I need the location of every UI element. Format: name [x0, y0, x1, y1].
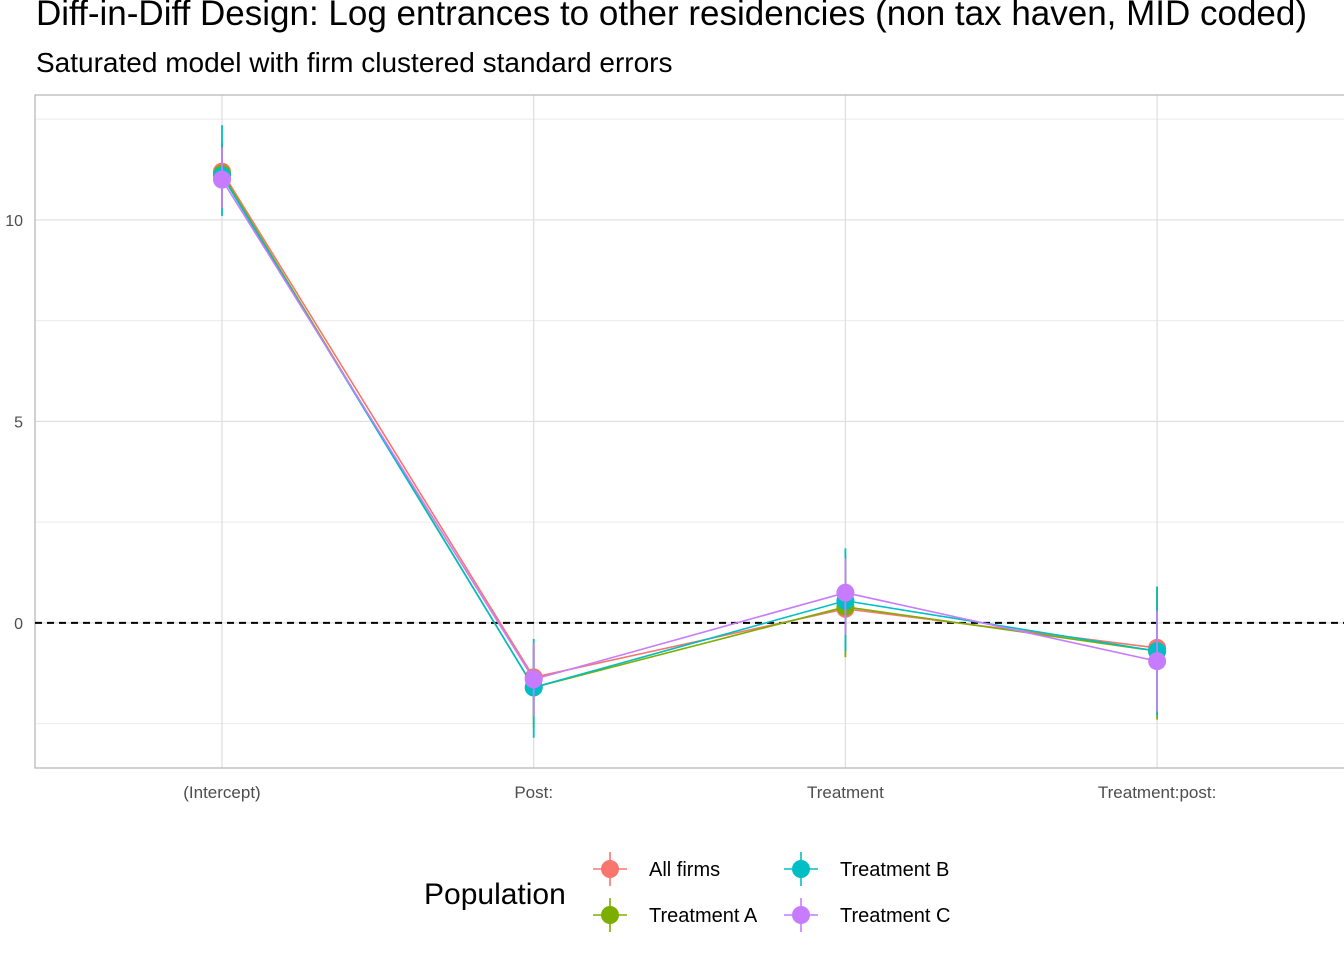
x-tick-label: Post:: [514, 783, 553, 802]
y-tick-label: 10: [5, 213, 23, 230]
data-point: [213, 170, 231, 189]
x-tick-label: Treatment:post:: [1098, 783, 1216, 802]
legend-key-point: [601, 860, 619, 878]
legend-label: Treatment B: [840, 859, 949, 881]
x-tick-label: Treatment: [807, 783, 884, 802]
legend-key-point: [792, 860, 810, 878]
series-line: [221, 179, 1158, 681]
series-line: [221, 173, 1158, 689]
legend-key-treatment-c: [784, 898, 818, 932]
series-line: [221, 175, 1158, 689]
legend-key-point: [792, 906, 810, 924]
legend-title: Population: [424, 878, 566, 911]
series-line: [221, 171, 1158, 679]
data-point: [836, 583, 855, 602]
chart-subtitle: Saturated model with firm clustered stan…: [36, 47, 673, 78]
x-tick-label: (Intercept): [183, 783, 260, 802]
data-point: [524, 670, 543, 689]
axis-labels: 0 5 10 (Intercept) Post: Treatment Treatment:p…: [5, 213, 1216, 802]
legend-key-point: [601, 906, 619, 924]
series-treatment-a: [213, 143, 1167, 728]
chart-title: Diff-in-Diff Design: Log entrances to ot…: [36, 0, 1308, 33]
y-tick-label: 0: [14, 616, 23, 633]
y-tick-label: 5: [14, 414, 23, 431]
plot-panel-border: [34, 94, 1344, 769]
legend: Population All firms Treatment A Treatment …: [424, 852, 950, 932]
legend-key-treatment-a: [593, 898, 627, 932]
legend-key-all-firms: [593, 852, 627, 886]
series-treatment-c: [213, 147, 1167, 716]
legend-label: Treatment C: [840, 905, 950, 927]
data-point: [1148, 652, 1167, 671]
series-treatment-b: [213, 125, 1167, 738]
legend-label: Treatment A: [649, 905, 758, 927]
legend-key-treatment-b: [784, 852, 818, 886]
series-layer: [213, 125, 1167, 738]
legend-label: All firms: [649, 859, 720, 881]
